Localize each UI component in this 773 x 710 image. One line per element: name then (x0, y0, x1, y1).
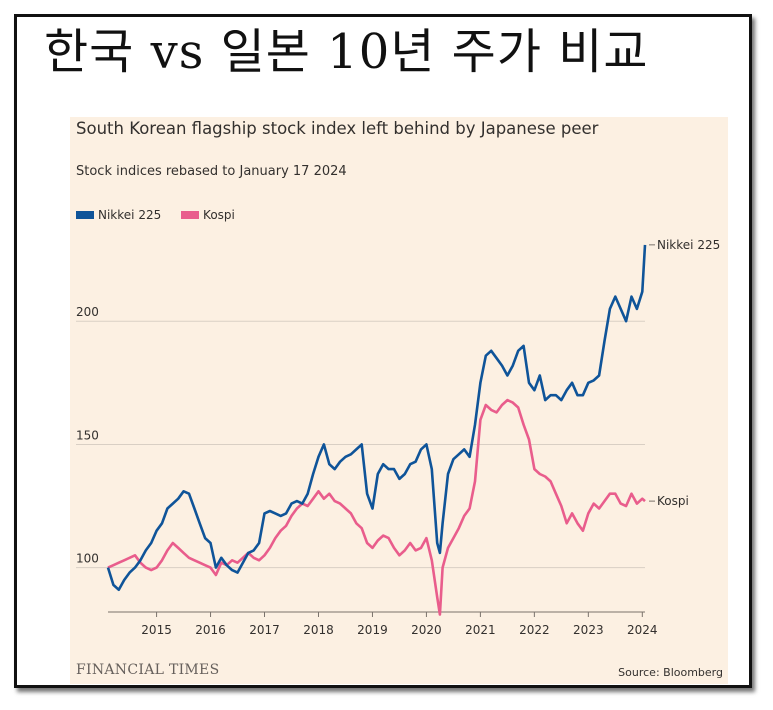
series-end-labels: Kospi Nikkei 225 (649, 238, 720, 508)
end-label-kospi: Kospi (657, 494, 689, 508)
y-axis: 100 150 200 (76, 305, 99, 565)
page-title: 한국 vs 일본 10년 주가 비교 (44, 24, 649, 80)
legend-label-kospi: Kospi (203, 208, 235, 222)
ft-logo: FINANCIAL TIMES (76, 662, 220, 678)
y-tick-label: 200 (76, 305, 99, 319)
y-tick-label: 150 (76, 428, 99, 442)
series-lines (106, 244, 647, 616)
x-tick-label: 2019 (357, 623, 388, 637)
x-tick-label: 2022 (519, 623, 550, 637)
series-line-nikkei-225 (106, 244, 647, 592)
chart-subtitle: Stock indices rebased to January 17 2024 (76, 164, 347, 179)
series-line-kospi (107, 398, 646, 616)
x-tick-label: 2015 (141, 623, 172, 637)
x-axis: 2015 2016 2017 2018 2019 2020 2021 2022 2023 2024 (108, 611, 658, 637)
y-tick-label: 100 (76, 552, 99, 566)
x-tick-label: 2017 (249, 623, 280, 637)
legend-swatch-kospi (181, 211, 200, 219)
legend-item-kospi: Kospi (181, 208, 235, 222)
x-tick-label: 2023 (573, 623, 604, 637)
chart-title: South Korean flagship stock index left b… (76, 119, 599, 138)
legend-swatch-nikkei (76, 211, 94, 219)
chart-legend: Nikkei 225 Kospi (76, 208, 251, 222)
x-tick-label: 2021 (465, 623, 496, 637)
x-tick-label: 2016 (195, 623, 226, 637)
chart-source: Source: Bloomberg (618, 666, 723, 679)
x-tick-label: 2024 (627, 623, 658, 637)
x-tick-label: 2020 (411, 623, 442, 637)
x-tick-label: 2018 (303, 623, 334, 637)
end-label-nikkei-225: Nikkei 225 (657, 238, 720, 252)
chart-panel (70, 117, 728, 684)
legend-item-nikkei: Nikkei 225 (76, 208, 161, 222)
legend-label-nikkei: Nikkei 225 (98, 208, 162, 222)
